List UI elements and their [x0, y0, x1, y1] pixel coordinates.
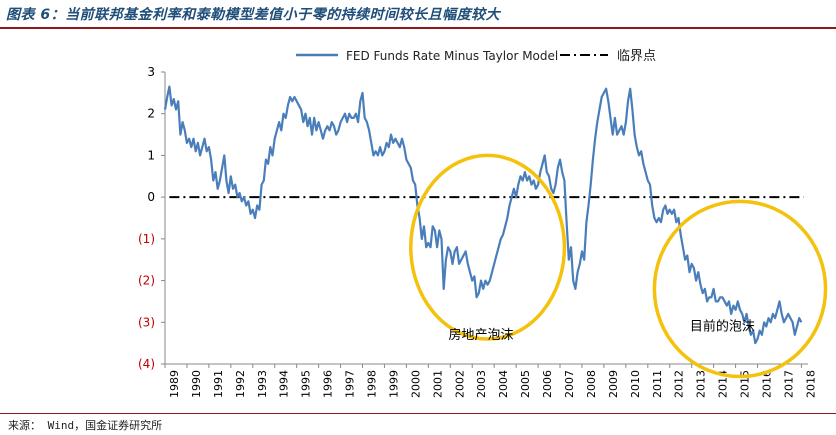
x-tick-label: 2012	[673, 370, 686, 398]
line-chart: FED Funds Rate Minus Taylor Model 临界点 3 2…	[138, 49, 828, 398]
annotation-current-bubble: 目前的泡沫	[690, 319, 755, 335]
x-tick-label: 2011	[651, 370, 664, 398]
y-tick-label: (1)	[138, 232, 155, 246]
y-tick-label: (3)	[138, 315, 155, 329]
x-tick-label: 1996	[322, 370, 335, 398]
x-tick-label: 2010	[629, 370, 642, 398]
legend-label-threshold: 临界点	[617, 49, 656, 64]
current-bubble-circle	[652, 199, 828, 379]
x-tick-label: 2015	[739, 370, 752, 398]
x-tick-label: 1998	[365, 370, 378, 398]
x-tick-label: 2001	[431, 370, 444, 398]
x-tick-label: 2009	[607, 370, 620, 398]
x-tick-label: 1990	[190, 370, 203, 398]
x-tick-label: 1994	[278, 370, 291, 398]
y-tick-label: 2	[147, 107, 155, 121]
fed-taylor-series-line	[163, 85, 803, 345]
x-tick-label: 1993	[256, 370, 269, 398]
y-tick-label: 1	[147, 148, 155, 162]
source-note: 来源： Wind，国金证券研究所	[8, 419, 163, 432]
x-tick-label: 2007	[563, 370, 576, 398]
x-tick-label: 2005	[519, 370, 532, 398]
housing-bubble-circle	[409, 153, 567, 341]
x-tick-label: 2006	[541, 370, 554, 398]
x-tick-label: 2016	[760, 370, 773, 398]
x-tick-label: 2018	[804, 370, 817, 398]
x-tick-label: 1992	[234, 370, 247, 398]
figure-title: 图表 6：当前联邦基金利率和泰勒模型差值小于零的持续时间较长且幅度较大	[6, 7, 501, 23]
x-tick-label: 2013	[695, 370, 708, 398]
footer-divider	[0, 413, 836, 414]
x-tick-label: 1991	[212, 370, 225, 398]
y-tick-label: (4)	[138, 357, 155, 371]
legend: FED Funds Rate Minus Taylor Model 临界点	[296, 49, 656, 64]
x-tick-label: 1995	[300, 370, 313, 398]
x-tick-label: 1989	[168, 370, 181, 398]
y-tick-label: (2)	[138, 274, 155, 288]
x-tick-label: 1999	[387, 370, 400, 398]
legend-label-fed-series: FED Funds Rate Minus Taylor Model	[346, 49, 558, 63]
x-tick-label: 2008	[585, 370, 598, 398]
x-tick-label: 2017	[782, 370, 795, 398]
title-divider	[0, 27, 836, 29]
x-tick-label: 2000	[409, 370, 422, 398]
y-tick-label: 3	[147, 65, 155, 79]
annotation-housing-bubble: 房地产泡沫	[449, 327, 514, 343]
x-tick-label: 2003	[475, 370, 488, 398]
x-tick-label: 1997	[344, 370, 357, 398]
y-tick-label: 0	[147, 190, 155, 204]
x-tick-label: 2004	[497, 370, 510, 398]
x-tick-label: 2002	[453, 370, 466, 398]
